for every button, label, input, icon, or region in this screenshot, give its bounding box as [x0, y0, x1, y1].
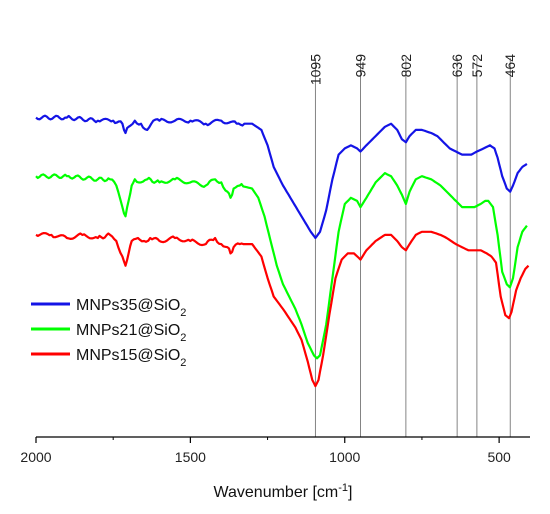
series-line-MNPs21@SiO2 [35, 172, 528, 360]
peak-label-572: 572 [469, 54, 485, 78]
peak-label-802: 802 [398, 54, 414, 78]
x-axis-label-end: ] [348, 484, 352, 501]
peak-label-636: 636 [449, 54, 465, 78]
x-tick-label-2000: 2000 [20, 449, 51, 465]
x-tick-label-1000: 1000 [329, 449, 360, 465]
x-axis-label-sup: -1 [338, 482, 348, 494]
x-axis-label-main: Wavenumber [cm [213, 484, 338, 501]
peak-label-464: 464 [502, 54, 518, 78]
x-tick-label-1500: 1500 [175, 449, 206, 465]
series-line-MNPs15@SiO2 [35, 230, 530, 388]
peak-labels: 1095 949 802 636 572 464 [307, 54, 518, 85]
legend-label-MNPs21@SiO2: MNPs21@SiO2 [76, 322, 186, 344]
peak-marker-lines [314, 58, 511, 437]
peak-label-1095: 1095 [307, 54, 323, 85]
x-axis-label: Wavenumber [cm-1] [213, 482, 352, 501]
x-tick-label-500: 500 [487, 449, 511, 465]
series-line-MNPs35@SiO2 [35, 114, 528, 240]
peak-label-949: 949 [352, 54, 368, 78]
spectra-series [35, 114, 530, 388]
legend-label-MNPs15@SiO2: MNPs15@SiO2 [76, 347, 186, 369]
legend-label-MNPs35@SiO2: MNPs35@SiO2 [76, 297, 186, 319]
legend: MNPs35@SiO2 MNPs21@SiO2 MNPs15@SiO2 [31, 297, 186, 369]
x-axis-ticks: 2000 1500 1000 500 [20, 437, 511, 465]
